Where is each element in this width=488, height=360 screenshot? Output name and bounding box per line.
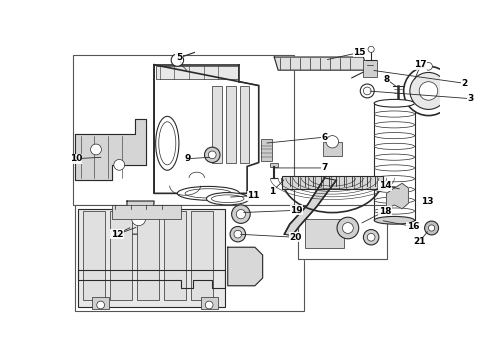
Text: 13: 13 bbox=[421, 197, 433, 206]
Circle shape bbox=[360, 84, 373, 98]
Text: 9: 9 bbox=[184, 154, 190, 163]
Bar bbox=[164, 211, 185, 300]
Text: 18: 18 bbox=[378, 207, 390, 216]
Bar bbox=[75, 205, 303, 311]
Text: 10: 10 bbox=[69, 154, 82, 163]
Circle shape bbox=[403, 66, 452, 116]
Ellipse shape bbox=[373, 122, 414, 128]
Circle shape bbox=[204, 147, 220, 163]
Polygon shape bbox=[75, 119, 146, 180]
Ellipse shape bbox=[206, 193, 248, 205]
Polygon shape bbox=[274, 57, 366, 70]
Ellipse shape bbox=[155, 116, 179, 170]
Ellipse shape bbox=[373, 186, 414, 193]
Bar bbox=[323, 142, 342, 156]
Polygon shape bbox=[440, 191, 465, 214]
Ellipse shape bbox=[373, 165, 414, 171]
Circle shape bbox=[171, 54, 183, 66]
Ellipse shape bbox=[211, 195, 244, 203]
Text: 15: 15 bbox=[352, 48, 365, 57]
Circle shape bbox=[208, 151, 216, 159]
Bar bbox=[240, 86, 249, 163]
Text: 6: 6 bbox=[321, 132, 327, 141]
Ellipse shape bbox=[373, 143, 414, 149]
Circle shape bbox=[424, 62, 431, 70]
Circle shape bbox=[427, 225, 434, 231]
Text: 7: 7 bbox=[321, 163, 327, 172]
Text: 21: 21 bbox=[412, 237, 425, 246]
Ellipse shape bbox=[373, 154, 414, 160]
Bar bbox=[363, 60, 377, 77]
Circle shape bbox=[363, 87, 370, 95]
Polygon shape bbox=[127, 201, 154, 234]
Bar bbox=[137, 211, 159, 300]
Circle shape bbox=[325, 136, 338, 148]
Circle shape bbox=[336, 217, 358, 239]
Text: 4: 4 bbox=[114, 230, 121, 239]
Polygon shape bbox=[297, 205, 386, 259]
Text: 14: 14 bbox=[378, 181, 390, 190]
Circle shape bbox=[231, 205, 250, 223]
Text: 19: 19 bbox=[290, 206, 303, 215]
Ellipse shape bbox=[373, 100, 414, 106]
Bar bbox=[282, 176, 382, 189]
Circle shape bbox=[97, 301, 104, 309]
Text: 1: 1 bbox=[268, 187, 274, 196]
Ellipse shape bbox=[373, 111, 414, 117]
Circle shape bbox=[363, 230, 378, 245]
Text: 20: 20 bbox=[288, 233, 301, 242]
Bar bbox=[92, 297, 109, 309]
Ellipse shape bbox=[373, 99, 414, 107]
Bar bbox=[73, 55, 293, 205]
Bar bbox=[200, 297, 217, 309]
Circle shape bbox=[236, 210, 245, 219]
Bar bbox=[111, 205, 181, 219]
Circle shape bbox=[366, 233, 374, 241]
Circle shape bbox=[90, 144, 101, 155]
Bar bbox=[270, 163, 278, 167]
Bar bbox=[261, 139, 271, 161]
Circle shape bbox=[233, 230, 241, 238]
Bar bbox=[78, 209, 225, 307]
Bar bbox=[212, 86, 221, 163]
Polygon shape bbox=[227, 247, 262, 286]
Text: 8: 8 bbox=[383, 75, 389, 84]
Bar bbox=[305, 219, 343, 248]
Text: 3: 3 bbox=[466, 94, 472, 103]
Ellipse shape bbox=[177, 186, 239, 200]
Polygon shape bbox=[284, 178, 336, 236]
Text: 17: 17 bbox=[413, 60, 426, 69]
Ellipse shape bbox=[185, 189, 231, 198]
Circle shape bbox=[409, 72, 446, 109]
Ellipse shape bbox=[159, 122, 176, 165]
Bar bbox=[191, 211, 213, 300]
Circle shape bbox=[424, 221, 438, 235]
Bar bbox=[155, 66, 237, 80]
Polygon shape bbox=[386, 183, 407, 209]
Text: 11: 11 bbox=[246, 191, 259, 200]
Circle shape bbox=[230, 226, 245, 242]
Circle shape bbox=[342, 222, 352, 233]
Ellipse shape bbox=[373, 132, 414, 139]
Text: 2: 2 bbox=[460, 79, 467, 88]
Ellipse shape bbox=[373, 208, 414, 214]
Text: 12: 12 bbox=[110, 230, 123, 239]
Text: 5: 5 bbox=[176, 53, 182, 62]
Circle shape bbox=[367, 46, 373, 53]
Ellipse shape bbox=[373, 216, 414, 224]
Bar bbox=[110, 211, 131, 300]
Ellipse shape bbox=[373, 197, 414, 203]
Circle shape bbox=[205, 301, 213, 309]
Bar bbox=[226, 86, 235, 163]
Text: 16: 16 bbox=[406, 222, 418, 231]
Circle shape bbox=[418, 82, 437, 100]
Bar bbox=[82, 211, 104, 300]
Circle shape bbox=[131, 212, 145, 226]
Ellipse shape bbox=[373, 176, 414, 182]
Circle shape bbox=[114, 159, 124, 170]
